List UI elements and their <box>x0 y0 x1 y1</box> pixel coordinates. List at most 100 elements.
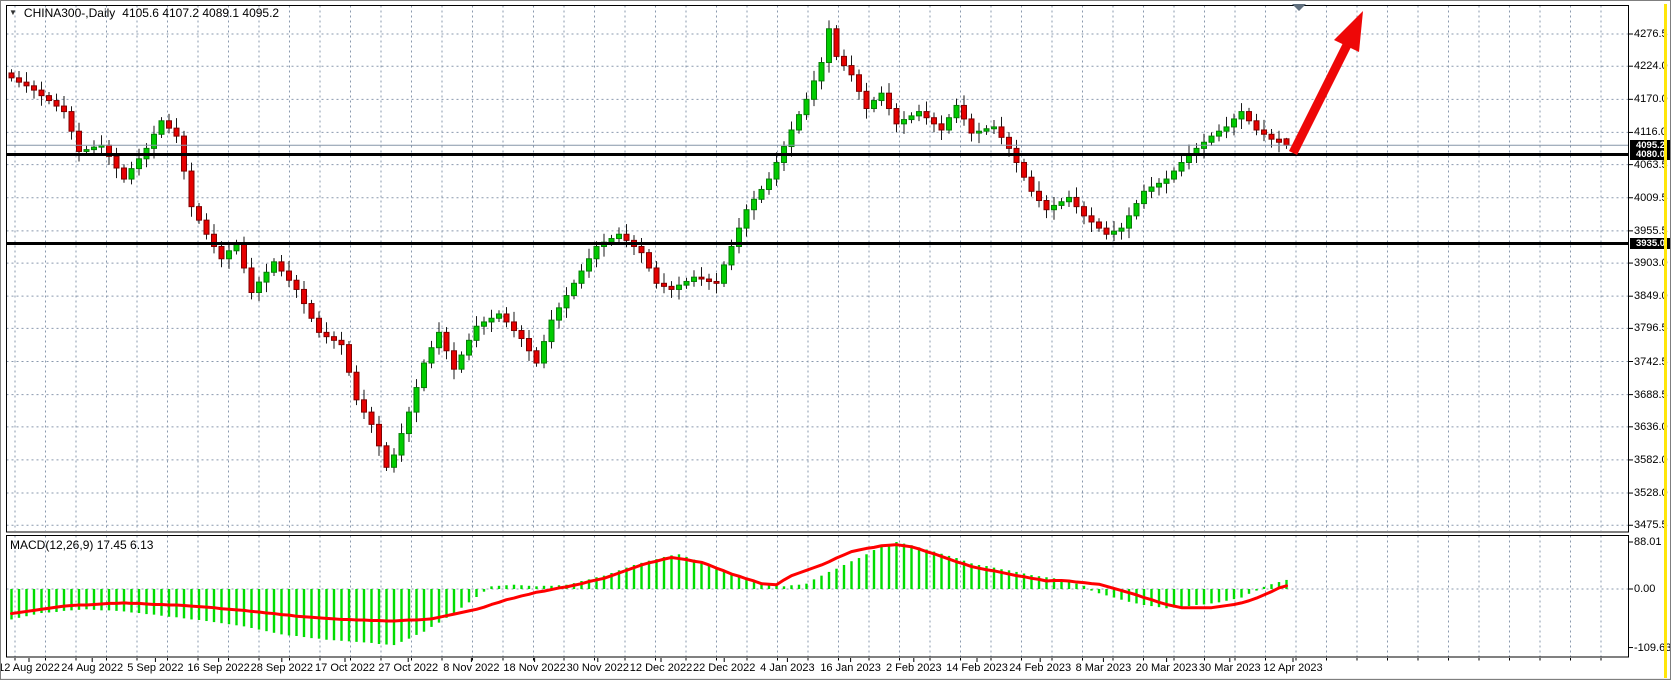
window-bottom-strip <box>1 678 1670 679</box>
candlestick <box>413 379 420 423</box>
candlestick <box>53 93 60 112</box>
candlestick <box>826 20 832 73</box>
candlestick <box>916 104 922 122</box>
symbol-dropdown-icon[interactable]: ▼ <box>9 8 17 17</box>
price-axis-label: 4224.0 <box>1634 60 1668 73</box>
trend-arrow-annotation[interactable] <box>1288 11 1363 156</box>
candlestick <box>316 311 322 338</box>
candlestick <box>548 310 555 349</box>
candlestick <box>533 347 540 367</box>
date-axis-label: 4 Jan 2023 <box>760 662 815 674</box>
date-axis-label: 14 Feb 2023 <box>946 662 1008 674</box>
candlestick <box>856 69 862 100</box>
date-axis-label: 16 Sep 2022 <box>187 662 250 674</box>
candlestick <box>683 277 690 289</box>
candlestick <box>931 112 937 133</box>
candlestick <box>1111 221 1117 242</box>
price-axis-label: 4116.0 <box>1634 126 1667 139</box>
candlestick <box>1216 124 1222 142</box>
candlestick <box>1028 170 1035 197</box>
candlestick <box>16 70 22 88</box>
candlestick <box>323 322 330 344</box>
candlestick <box>361 389 367 419</box>
candlestick <box>451 342 457 380</box>
candlesticks <box>8 20 1290 473</box>
candlestick <box>953 98 960 123</box>
candlestick <box>1073 187 1080 214</box>
price-axis-label: 4170.0 <box>1634 93 1668 106</box>
candlestick <box>383 442 390 471</box>
candlestick <box>998 116 1005 145</box>
chart-shift-marker-icon[interactable] <box>1292 4 1306 11</box>
candlestick <box>271 258 277 276</box>
candlestick <box>518 325 525 347</box>
candlestick <box>173 118 180 143</box>
candlestick <box>511 311 517 338</box>
date-axis-label: 22 Dec 2022 <box>692 662 756 674</box>
candlestick <box>1283 137 1290 149</box>
candlestick <box>1148 176 1155 199</box>
candlestick <box>98 135 105 155</box>
price-axis-label: 4276.5 <box>1634 28 1668 40</box>
candlestick <box>436 322 442 355</box>
macd-indicator <box>10 542 1288 646</box>
candlestick <box>151 125 157 159</box>
candlestick <box>646 248 652 272</box>
candlestick <box>1118 222 1125 240</box>
candlestick <box>421 359 427 392</box>
candlestick <box>526 330 532 361</box>
candlestick <box>128 161 135 185</box>
price-axis-label: 3528.0 <box>1634 487 1668 500</box>
candlestick <box>893 103 900 133</box>
grid <box>6 5 1629 657</box>
price-axis-label: 3796.5 <box>1634 322 1668 335</box>
candlestick <box>1133 199 1140 220</box>
candlestick <box>1163 170 1170 194</box>
candlestick <box>308 299 315 322</box>
candlestick <box>1208 132 1215 146</box>
candlestick <box>586 248 592 278</box>
candlestick <box>848 55 855 82</box>
price-badge: 3935.0 <box>1630 237 1670 249</box>
candlestick <box>601 233 607 257</box>
candlestick <box>638 238 645 263</box>
candlestick <box>1103 221 1110 240</box>
candlestick <box>113 147 120 179</box>
candlestick <box>691 270 697 287</box>
candlestick <box>676 276 682 300</box>
candlestick <box>91 140 97 155</box>
candlestick <box>841 49 847 71</box>
date-axis-label: 20 Mar 2023 <box>1135 662 1198 674</box>
indicator-axis-label: -109.63 <box>1634 641 1671 654</box>
candlestick <box>346 340 352 376</box>
date-axis-label: 30 Nov 2022 <box>566 662 629 674</box>
price-axis-label: 4009.5 <box>1634 191 1668 204</box>
date-axis-label: 27 Oct 2022 <box>378 662 439 674</box>
candlestick <box>1043 195 1050 219</box>
candlestick <box>1186 144 1192 170</box>
candlestick <box>211 224 217 254</box>
pane-separator[interactable] <box>6 535 1629 658</box>
candlestick <box>496 310 502 322</box>
candlestick <box>1171 167 1177 183</box>
candlestick <box>878 86 885 106</box>
candlestick <box>166 113 172 134</box>
candlestick <box>1156 178 1162 196</box>
candlestick <box>68 106 75 140</box>
candlestick <box>256 276 262 301</box>
candlestick <box>1051 196 1057 220</box>
candlestick <box>616 227 622 244</box>
candlestick <box>983 125 990 135</box>
date-axis-label: 16 Jan 2023 <box>820 662 881 674</box>
candlestick <box>1066 190 1072 208</box>
candlestick <box>571 279 577 300</box>
indicator-label: MACD(12,26,9) 17.45 6.13 <box>10 538 154 552</box>
right-edge-marker <box>1664 4 1667 678</box>
candlestick <box>563 287 570 318</box>
candlestick <box>541 334 547 369</box>
price-badge: 4080.0 <box>1630 149 1670 160</box>
indicator-axis-label: 0.00 <box>1634 583 1656 595</box>
date-axis-label: 17 Oct 2022 <box>315 662 375 674</box>
